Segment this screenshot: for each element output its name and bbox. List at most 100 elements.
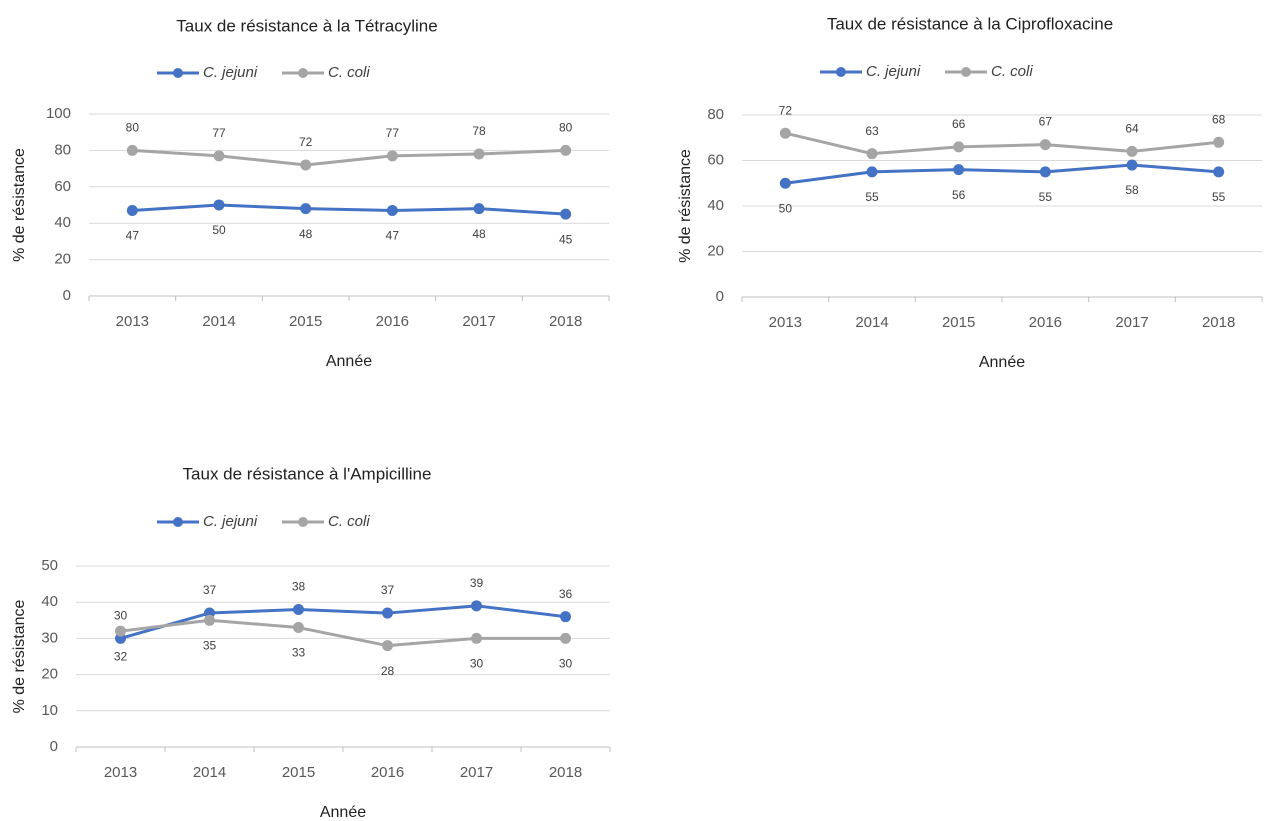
series-line xyxy=(120,604,566,640)
x-tick-label: 2015 xyxy=(282,764,315,781)
legend-marker xyxy=(836,67,846,77)
data-point xyxy=(386,204,398,216)
data-label: 63 xyxy=(865,124,879,138)
data-point xyxy=(1039,139,1051,151)
data-point xyxy=(953,164,965,176)
data-label: 55 xyxy=(1039,190,1053,204)
chart-title: Taux de résistance à la Ciprofloxacine xyxy=(827,14,1113,33)
data-label: 37 xyxy=(381,583,395,597)
data-point xyxy=(300,159,312,171)
y-tick-label: 30 xyxy=(41,629,58,646)
data-label: 56 xyxy=(952,188,966,202)
data-point xyxy=(386,150,398,162)
x-tick-label: 2015 xyxy=(289,313,322,330)
data-label: 55 xyxy=(1212,190,1226,204)
data-label: 45 xyxy=(559,232,573,246)
data-label: 47 xyxy=(386,229,400,243)
data-point xyxy=(471,632,482,644)
x-axis-label: Année xyxy=(320,804,366,821)
y-tick-label: 60 xyxy=(54,178,71,195)
y-tick-label: 20 xyxy=(707,242,724,259)
data-label: 58 xyxy=(1125,183,1139,197)
data-point xyxy=(560,144,572,156)
data-label: 48 xyxy=(472,227,486,241)
data-label: 38 xyxy=(292,580,306,594)
legend-label: C. jejuni xyxy=(203,513,258,530)
data-point xyxy=(213,150,225,162)
data-point xyxy=(779,127,791,139)
data-label: 37 xyxy=(203,583,217,597)
data-label: 66 xyxy=(952,117,966,131)
data-point xyxy=(866,148,878,160)
x-tick-label: 2014 xyxy=(193,764,226,781)
x-tick-label: 2014 xyxy=(855,314,888,331)
data-point xyxy=(866,166,878,178)
x-axis-label: Année xyxy=(979,354,1025,371)
y-axis-label: % de résistance xyxy=(677,149,694,263)
y-tick-label: 40 xyxy=(707,197,724,214)
y-tick-label: 80 xyxy=(54,141,71,158)
data-label: 64 xyxy=(1125,122,1139,136)
legend-marker xyxy=(961,67,971,77)
data-label: 72 xyxy=(779,103,793,117)
series-line xyxy=(132,148,566,167)
x-tick-label: 2018 xyxy=(549,313,582,330)
data-label: 77 xyxy=(212,126,226,140)
data-label: 55 xyxy=(865,190,879,204)
y-tick-label: 100 xyxy=(46,105,71,122)
x-tick-label: 2016 xyxy=(1029,314,1062,331)
x-tick-label: 2013 xyxy=(104,764,137,781)
x-tick-label: 2014 xyxy=(202,313,235,330)
y-tick-label: 0 xyxy=(63,287,71,304)
data-point xyxy=(560,632,571,644)
legend-label: C. coli xyxy=(328,513,370,530)
data-label: 50 xyxy=(779,201,793,215)
chart-title: Taux de résistance à la Tétracyline xyxy=(176,16,437,35)
chart-title: Taux de résistance à l'Ampicilline xyxy=(183,464,432,483)
y-tick-label: 80 xyxy=(707,106,724,123)
data-label: 47 xyxy=(126,229,140,243)
y-tick-label: 40 xyxy=(41,593,58,610)
data-label: 30 xyxy=(559,657,573,671)
data-point xyxy=(473,203,485,215)
legend-label: C. coli xyxy=(991,63,1033,80)
data-label: 77 xyxy=(386,126,400,140)
data-point xyxy=(471,600,482,612)
x-tick-label: 2016 xyxy=(371,764,404,781)
y-tick-label: 0 xyxy=(716,288,724,305)
data-point xyxy=(953,141,965,153)
data-point xyxy=(473,148,485,160)
data-point xyxy=(560,208,572,220)
data-point xyxy=(1126,145,1138,157)
data-label: 39 xyxy=(470,576,484,590)
data-point xyxy=(126,204,138,216)
series-line xyxy=(784,131,1219,156)
data-point xyxy=(779,177,791,189)
data-point xyxy=(1213,136,1225,148)
data-point xyxy=(382,640,393,652)
series-line xyxy=(785,163,1219,185)
y-tick-label: 50 xyxy=(41,557,58,574)
x-tick-label: 2016 xyxy=(376,313,409,330)
data-label: 32 xyxy=(114,649,128,663)
legend-marker xyxy=(298,517,308,527)
legend-label: C. coli xyxy=(328,64,370,81)
data-label: 80 xyxy=(126,121,140,135)
y-tick-label: 40 xyxy=(54,214,71,231)
y-tick-label: 60 xyxy=(707,151,724,168)
data-point xyxy=(293,622,304,634)
x-tick-label: 2013 xyxy=(769,314,802,331)
y-axis-label: % de résistance xyxy=(11,148,28,262)
data-label: 78 xyxy=(472,124,486,138)
data-label: 28 xyxy=(381,664,395,678)
data-label: 50 xyxy=(212,223,226,237)
data-point xyxy=(1213,166,1225,178)
y-tick-label: 10 xyxy=(41,702,58,719)
data-point xyxy=(300,203,312,215)
x-axis-label: Année xyxy=(326,353,372,370)
data-label: 36 xyxy=(559,587,573,601)
x-tick-label: 2013 xyxy=(116,313,149,330)
x-tick-label: 2018 xyxy=(549,764,582,781)
legend-marker xyxy=(298,68,308,78)
